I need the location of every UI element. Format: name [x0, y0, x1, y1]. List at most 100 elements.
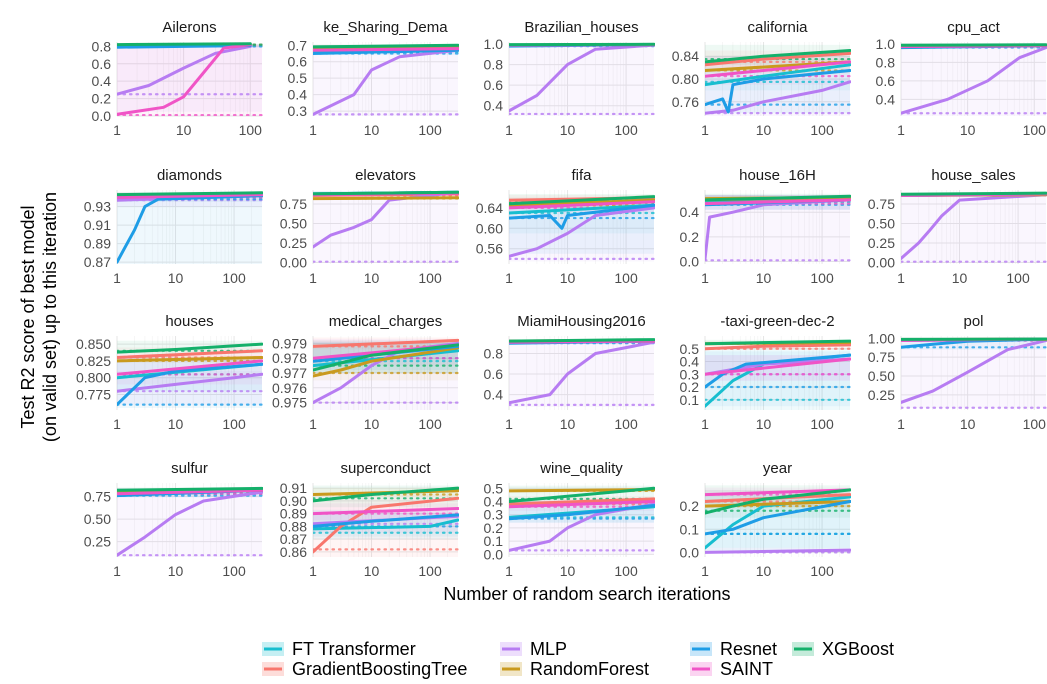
y-tick-label: 0.84	[672, 48, 699, 64]
panel-title: pol	[963, 313, 983, 330]
band-resnet	[117, 194, 262, 264]
legend-item-resnet: Resnet	[690, 639, 777, 659]
legend-label: RandomForest	[530, 659, 649, 679]
legend-item-mlp: MLP	[500, 639, 567, 659]
panel-title: Brazilian_houses	[524, 19, 638, 36]
plot-area	[313, 192, 458, 263]
y-tick-label: 0.979	[272, 335, 307, 351]
x-tick-label: 1	[309, 563, 317, 579]
y-axis-title-line-2: (on valid set) up to this iteration	[40, 192, 60, 442]
plot-area	[117, 44, 262, 116]
x-tick-label: 100	[810, 122, 834, 138]
panel-title: house_16H	[739, 167, 816, 184]
x-tick-label: 10	[560, 270, 576, 286]
x-tick-label: 10	[364, 122, 380, 138]
plot-area	[313, 337, 458, 410]
y-tick-label: 0.25	[84, 534, 111, 550]
y-tick-label: 0.825	[76, 353, 111, 369]
y-tick-label: 0.4	[484, 387, 504, 403]
y-tick-label: 0.93	[84, 199, 111, 215]
y-tick-label: 0.76	[672, 94, 699, 110]
y-tick-label: 0.8	[876, 54, 896, 70]
band-mlp	[117, 488, 262, 557]
y-tick-label: 0.3	[288, 103, 308, 119]
series-line-saint	[313, 49, 458, 51]
legend-item-ft-transformer: FT Transformer	[262, 639, 416, 659]
y-tick-label: 0.56	[476, 241, 503, 257]
y-tick-label: 0.75	[84, 489, 111, 505]
y-tick-label: 0.75	[868, 196, 895, 212]
panel-title: elevators	[355, 167, 416, 184]
x-tick-label: 100	[1006, 270, 1030, 286]
y-tick-label: 0.4	[92, 73, 112, 89]
x-tick-label: 100	[222, 416, 246, 432]
plot-area	[901, 338, 1046, 407]
x-tick-label: 100	[418, 122, 442, 138]
y-tick-label: 0.50	[868, 368, 895, 384]
y-tick-label: 0.8	[484, 345, 504, 361]
x-tick-label: 10	[560, 122, 576, 138]
y-tick-label: 0.6	[484, 366, 504, 382]
x-tick-label: 1	[113, 270, 121, 286]
y-tick-label: 0.50	[84, 511, 111, 527]
y-tick-label: 0.1	[680, 521, 700, 537]
y-tick-label: 0.75	[868, 349, 895, 365]
x-tick-label: 100	[810, 270, 834, 286]
x-tick-label: 1	[897, 416, 905, 432]
y-axis-title-line-1: Test R2 score of best model	[18, 205, 38, 428]
legend-label: FT Transformer	[292, 639, 416, 659]
band-mlp	[313, 47, 458, 116]
x-tick-label: 100	[1023, 416, 1047, 432]
x-tick-label: 100	[614, 270, 638, 286]
plot-area	[117, 192, 262, 264]
y-tick-label: 0.2	[680, 498, 700, 514]
x-tick-label: 1	[701, 122, 709, 138]
panel-title: MiamiHousing2016	[517, 313, 645, 330]
series-line-xgboost	[509, 340, 654, 342]
panel-title: california	[747, 19, 808, 36]
series-line-xgboost	[901, 193, 1046, 194]
y-tick-label: 0.4	[484, 98, 504, 114]
legend-label: SAINT	[720, 659, 773, 679]
panel-title: fifa	[571, 167, 592, 184]
band-mlp	[509, 340, 654, 407]
x-tick-label: 10	[756, 416, 772, 432]
x-tick-label: 10	[168, 416, 184, 432]
series-line-xgboost	[117, 488, 262, 490]
plot-area	[509, 486, 654, 555]
legend-item-xgboost: XGBoost	[792, 639, 894, 659]
x-tick-label: 1	[505, 270, 513, 286]
panel-title: year	[763, 460, 792, 477]
x-tick-label: 10	[176, 122, 192, 138]
x-tick-label: 1	[309, 416, 317, 432]
x-tick-label: 10	[168, 270, 184, 286]
x-tick-label: 100	[810, 563, 834, 579]
x-tick-label: 10	[560, 563, 576, 579]
y-tick-label: 1.00	[868, 330, 895, 346]
x-tick-label: 10	[560, 416, 576, 432]
y-tick-label: 1.0	[876, 36, 896, 52]
x-tick-label: 1	[701, 270, 709, 286]
x-tick-label: 10	[756, 563, 772, 579]
panel-title: Ailerons	[162, 19, 216, 36]
x-tick-label: 1	[505, 563, 513, 579]
series-line-xgboost	[313, 192, 458, 194]
x-tick-label: 1	[701, 416, 709, 432]
y-tick-label: 0.7	[288, 37, 308, 53]
x-tick-label: 10	[756, 270, 772, 286]
y-tick-label: 0.6	[288, 54, 308, 70]
plot-area	[509, 339, 654, 407]
y-tick-label: 0.6	[876, 73, 896, 89]
